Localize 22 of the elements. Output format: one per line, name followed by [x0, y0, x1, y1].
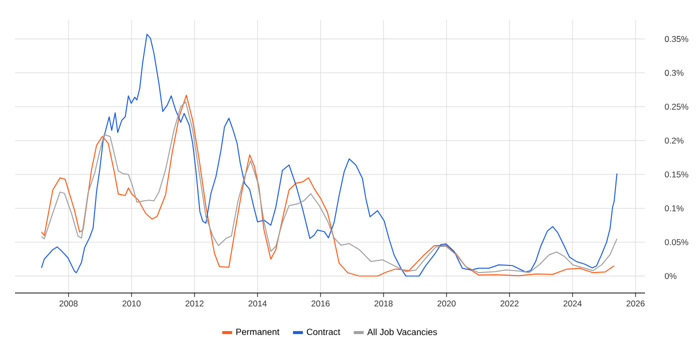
- y-tick-label: 0.05%: [664, 239, 688, 246]
- y-tick-label: 0.35%: [664, 36, 688, 42]
- y-tick-label: 0.1%: [664, 205, 684, 212]
- y-tick-label: 0.3%: [664, 70, 684, 76]
- x-tick-label: 2022: [500, 300, 519, 307]
- x-tick-label: 2016: [312, 300, 330, 307]
- x-tick-label: 2020: [438, 300, 456, 307]
- y-tick-label: 0%: [664, 273, 676, 280]
- y-tick-label: 0.15%: [664, 171, 688, 178]
- line-series: [40, 34, 618, 277]
- legend-label: Permanent: [236, 328, 280, 336]
- legend-label: Contract: [306, 328, 340, 336]
- x-tick-label: 2012: [186, 300, 204, 307]
- legend-label: All Job Vacancies: [367, 328, 437, 336]
- x-tick-label: 2026: [626, 300, 645, 307]
- x-tick-label: 2014: [248, 300, 267, 307]
- x-tick-label: 2008: [60, 300, 78, 307]
- x-tick-label: 2018: [374, 300, 393, 307]
- y-tick-label: 0.2%: [664, 138, 684, 144]
- x-tick-label: 2024: [564, 300, 582, 307]
- y-tick-label: 0.25%: [664, 104, 688, 110]
- x-tick-label: 2010: [122, 300, 141, 307]
